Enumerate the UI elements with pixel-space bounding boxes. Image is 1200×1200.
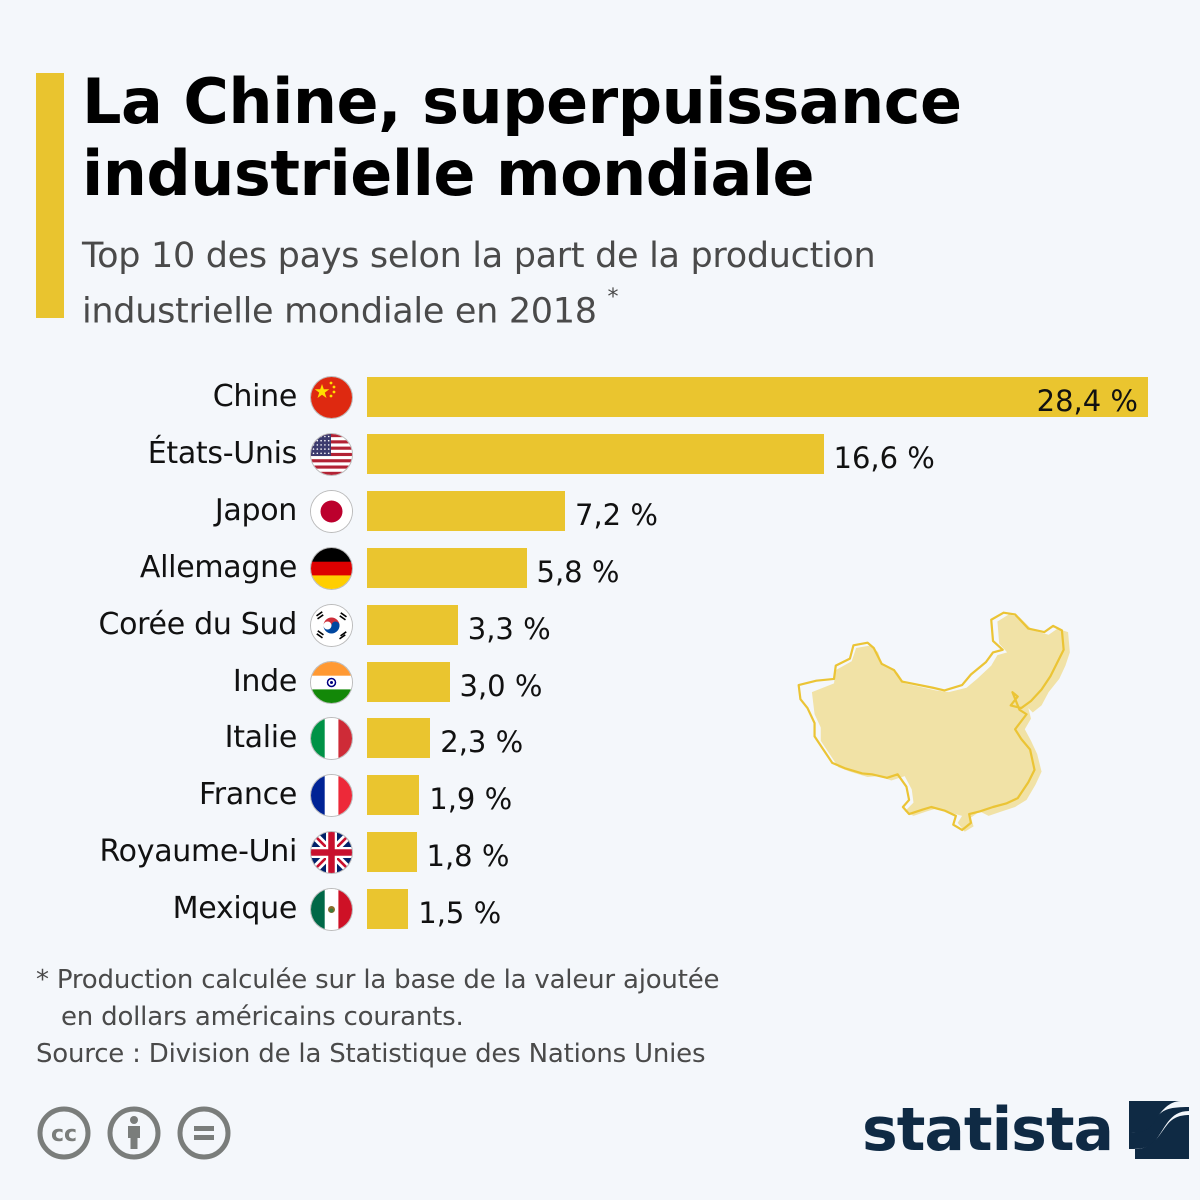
page-title: La Chine, superpuissance industrielle mo… — [82, 66, 1182, 210]
source-text: Source : Division de la Statistique des … — [36, 1039, 706, 1069]
bar-row: Mexique 1,5 % — [0, 889, 1200, 931]
statista-mark-icon — [1129, 1101, 1190, 1159]
bar — [367, 832, 417, 873]
category-label: Inde — [232, 663, 297, 699]
category-label: Corée du Sud — [98, 606, 297, 642]
license-icons: cc — [36, 1105, 232, 1161]
category-label: Mexique — [172, 891, 298, 927]
title-line-2: industrielle mondiale — [82, 137, 815, 210]
title-accent-bar — [36, 73, 64, 318]
bar — [367, 718, 431, 759]
bar — [367, 547, 527, 588]
bar-row: France 1,9 % — [0, 775, 1200, 817]
logo-text: statista — [862, 1095, 1114, 1165]
category-label: France — [199, 777, 297, 813]
bar-row: Japon 7,2 % — [0, 490, 1200, 532]
france-flag-icon — [311, 775, 352, 817]
bar — [367, 889, 409, 930]
value-label: 2,3 % — [440, 725, 524, 760]
bar — [367, 377, 1148, 417]
subtitle-line-2-text: industrielle mondiale en 2018 — [82, 291, 597, 332]
china-flag-icon — [311, 377, 352, 418]
value-label: 3,0 % — [459, 668, 543, 703]
uk-flag-icon — [311, 832, 352, 874]
footnote-line-2: en dollars américains courants. — [61, 1002, 464, 1032]
bar — [367, 490, 565, 531]
svg-text:cc: cc — [51, 1122, 77, 1147]
subtitle: Top 10 des pays selon la part de la prod… — [82, 232, 1082, 336]
china-map-illustration — [797, 611, 1070, 832]
usa-flag-icon — [311, 433, 352, 475]
category-label: Royaume-Uni — [99, 834, 297, 870]
italy-flag-icon — [311, 718, 352, 760]
bar-row: États-Unis 16,6 % — [0, 433, 1200, 475]
category-label: États-Unis — [147, 435, 298, 471]
category-label: Allemagne — [139, 549, 297, 585]
bar-chart: Chine 28,4 % États-Unis 16,6 % Japon 7,2 % All… — [0, 377, 1200, 931]
category-label: Italie — [224, 720, 298, 756]
bar-row: Corée du Sud 3,3 % — [0, 604, 1200, 646]
mexico-flag-icon — [311, 889, 352, 931]
subtitle-line-2: industrielle mondiale en 2018 * — [82, 280, 1082, 336]
bar-row: Inde 3,0 % — [0, 661, 1200, 703]
bar-row: Allemagne 5,8 % — [0, 547, 1200, 589]
value-label: 1,5 % — [418, 896, 502, 931]
value-label: 1,9 % — [429, 782, 513, 817]
south-korea-flag-icon — [311, 604, 352, 646]
category-label: Japon — [214, 492, 297, 528]
attribution-icon[interactable] — [106, 1105, 162, 1161]
category-label: Chine — [212, 379, 298, 414]
value-label: 5,8 % — [536, 554, 620, 589]
footnote: * Production calculée sur la base de la … — [36, 962, 719, 1073]
no-derivatives-icon[interactable] — [176, 1105, 232, 1161]
value-label: 3,3 % — [467, 611, 551, 646]
bar — [367, 661, 450, 702]
bar-row: Italie 2,3 % — [0, 718, 1200, 760]
bar — [367, 604, 458, 645]
china-map-fill — [811, 614, 1070, 832]
value-label: 7,2 % — [575, 497, 658, 532]
value-label: 1,8 % — [426, 839, 510, 874]
footnote-line-1: * Production calculée sur la base de la … — [36, 965, 720, 995]
japan-flag-icon — [311, 490, 352, 532]
subtitle-line-1: Top 10 des pays selon la part de la prod… — [82, 236, 876, 276]
india-flag-icon — [311, 661, 352, 703]
china-map-outline — [797, 611, 1065, 832]
subtitle-footnote-marker: * — [607, 285, 619, 310]
statista-logo[interactable]: statista — [862, 1095, 1190, 1165]
value-label: 28,4 % — [1036, 384, 1138, 418]
bar-row: Royaume-Uni 1,8 % — [0, 832, 1200, 874]
bar-row: Chine 28,4 % — [0, 377, 1200, 418]
value-label: 16,6 % — [833, 440, 935, 475]
title-line-1: La Chine, superpuissance — [82, 65, 962, 138]
germany-flag-icon — [311, 547, 352, 589]
cc-icon[interactable]: cc — [36, 1105, 92, 1161]
bar — [367, 775, 420, 816]
bar — [367, 433, 824, 474]
